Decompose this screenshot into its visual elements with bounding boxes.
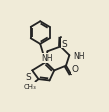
Text: S: S xyxy=(62,39,68,48)
Text: S: S xyxy=(25,72,31,81)
Text: NH: NH xyxy=(41,54,52,63)
Text: NH: NH xyxy=(73,51,84,60)
Text: O: O xyxy=(72,65,78,74)
Text: CH₃: CH₃ xyxy=(23,83,36,89)
